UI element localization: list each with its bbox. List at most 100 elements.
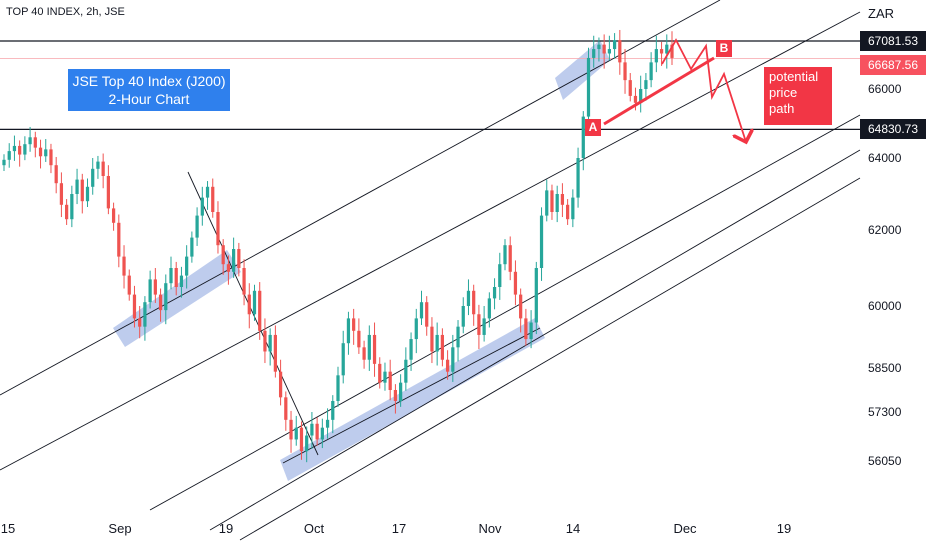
- trend-line-support: [282, 327, 541, 464]
- candle-body-105: [550, 190, 554, 212]
- candle-body-70: [367, 334, 371, 360]
- candle-body-87: [456, 326, 460, 348]
- candle-body-20: [106, 176, 110, 209]
- candle-body-112: [586, 57, 591, 117]
- candle-body-38: [200, 197, 204, 216]
- candle-body-126: [659, 49, 664, 54]
- candle-body-7: [38, 147, 43, 157]
- candle-body-26: [138, 318, 142, 327]
- candle-body-124: [649, 62, 653, 81]
- candle-body-125: [654, 49, 658, 63]
- candle-body-1: [7, 151, 11, 160]
- candle-body-82: [430, 326, 434, 352]
- candle-body-24: [127, 275, 131, 295]
- x-tick-sep: Sep: [108, 521, 132, 536]
- x-tick-19: 19: [218, 521, 234, 536]
- candle-body-63: [331, 401, 335, 420]
- candle-body-61: [320, 427, 324, 440]
- candle-body-100: [524, 318, 528, 340]
- candle-body-29: [153, 279, 157, 295]
- point-b-label: B: [716, 40, 732, 57]
- y-tick-66000: 66000: [868, 82, 902, 96]
- candle-body-83: [435, 334, 439, 352]
- candle-body-39: [205, 186, 210, 198]
- candle-body-11: [59, 183, 64, 205]
- candle-body-94: [492, 287, 497, 299]
- channel-line-4: [209, 149, 861, 531]
- candle-body-75: [393, 390, 398, 401]
- candle-body-33: [174, 268, 178, 287]
- y-axis-unit: ZAR: [868, 6, 894, 21]
- channel-highlight-zone-2: [280, 318, 545, 481]
- candle-body-91: [477, 314, 481, 335]
- candle-body-50: [263, 330, 267, 352]
- candle-body-80: [419, 302, 424, 319]
- candle-body-62: [325, 419, 330, 428]
- candle-body-104: [545, 190, 549, 216]
- candle-body-18: [96, 161, 100, 169]
- candle-body-122: [639, 89, 643, 103]
- channel-line-3: [149, 114, 861, 511]
- x-tick-15: 15: [0, 521, 16, 536]
- candle-body-92: [482, 318, 486, 335]
- candle-body-76: [399, 382, 403, 401]
- x-tick-19-dec: 19: [776, 521, 792, 536]
- candle-body-43: [226, 264, 231, 272]
- y-tick-60000: 60000: [868, 299, 902, 313]
- candle-body-27: [143, 302, 147, 327]
- candle-body-30: [158, 294, 163, 311]
- channel-line-5: [239, 177, 861, 541]
- price-path-note-line2: price: [769, 85, 798, 100]
- candle-body-99: [519, 294, 523, 319]
- potential-price-path: [661, 38, 746, 142]
- candle-body-0: [2, 159, 6, 166]
- price-label-67081: 67081.53: [860, 31, 926, 51]
- candle-body-41: [216, 212, 220, 246]
- candle-body-118: [618, 40, 622, 63]
- candle-body-57: [299, 427, 304, 452]
- x-tick-14: 14: [565, 521, 581, 536]
- candle-body-15: [80, 179, 84, 202]
- candle-body-68: [357, 330, 361, 348]
- candle-body-67: [352, 318, 356, 331]
- candle-body-14: [75, 179, 79, 194]
- candle-body-4: [23, 144, 27, 155]
- candle-body-6: [33, 137, 37, 148]
- candle-body-74: [388, 371, 392, 390]
- chart-title: TOP 40 INDEX, 2h, JSE: [6, 6, 125, 18]
- candle-body-60: [315, 423, 319, 440]
- candle-body-17: [91, 168, 95, 187]
- candle-body-49: [258, 290, 262, 331]
- candle-body-25: [132, 294, 137, 319]
- candle-body-35: [185, 256, 189, 276]
- candle-body-123: [644, 80, 648, 89]
- candle-body-8: [44, 149, 48, 157]
- y-tick-58500: 58500: [868, 361, 902, 375]
- y-tick-62000: 62000: [868, 223, 902, 237]
- candle-body-12: [65, 204, 69, 220]
- candle-body-121: [633, 95, 638, 103]
- candle-body-44: [232, 249, 236, 272]
- candle-body-115: [602, 44, 606, 54]
- channel-line-1: [0, 0, 721, 396]
- candle-body-54: [284, 397, 288, 420]
- candle-body-45: [237, 249, 241, 268]
- candle-body-107: [560, 194, 565, 205]
- candle-body-96: [503, 245, 507, 265]
- candle-body-113: [592, 49, 596, 58]
- candle-body-89: [466, 290, 471, 306]
- candle-body-53: [278, 371, 283, 398]
- price-path-note-line3: path: [769, 101, 795, 116]
- price-path-note: potential price path: [764, 67, 832, 125]
- candle-body-72: [378, 363, 382, 383]
- candle-body-120: [628, 80, 632, 96]
- price-label-64830: 64830.73: [860, 119, 926, 139]
- candle-body-46: [242, 268, 246, 295]
- candle-body-65: [341, 343, 345, 376]
- candle-body-88: [461, 306, 465, 327]
- candle-body-19: [101, 161, 105, 176]
- candle-body-78: [409, 339, 413, 360]
- chart-description-line1: JSE Top 40 Index (J200): [72, 73, 226, 89]
- candle-body-37: [195, 215, 199, 238]
